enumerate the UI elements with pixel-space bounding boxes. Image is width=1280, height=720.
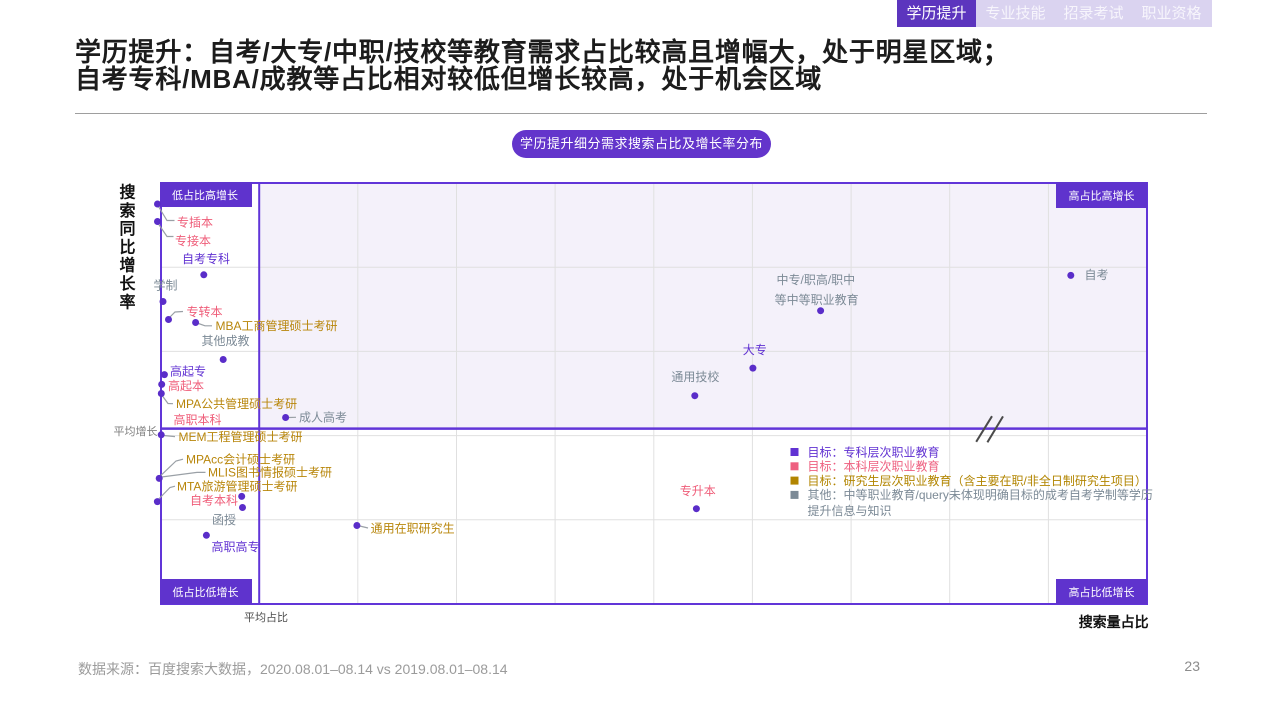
svg-text:高占比高增长: 高占比高增长 [1069, 189, 1135, 203]
svg-text:搜: 搜 [119, 184, 136, 202]
svg-text:增: 增 [119, 256, 135, 275]
svg-text:自考专科: 自考专科 [182, 251, 230, 266]
svg-text:目标：专科层次职业教育: 目标：专科层次职业教育 [808, 444, 940, 459]
svg-text:通用技校: 通用技校 [671, 369, 719, 384]
svg-text:平均占比: 平均占比 [244, 610, 288, 624]
svg-text:MTA旅游管理硕士考研: MTA旅游管理硕士考研 [177, 479, 297, 494]
svg-text:专转本: 专转本 [187, 304, 223, 319]
svg-text:大专: 大专 [743, 342, 767, 357]
svg-text:专插本: 专插本 [177, 214, 213, 229]
svg-text:MLIS图书情报硕士考研: MLIS图书情报硕士考研 [208, 465, 332, 480]
svg-text:MPA公共管理硕士考研: MPA公共管理硕士考研 [176, 396, 297, 411]
svg-text:率: 率 [119, 292, 135, 311]
svg-text:比: 比 [119, 238, 135, 256]
svg-text:专升本: 专升本 [680, 483, 716, 498]
svg-text:低占比高增长: 低占比高增长 [172, 188, 238, 202]
svg-text:成人高考: 成人高考 [299, 409, 347, 424]
svg-text:目标：本科层次职业教育: 目标：本科层次职业教育 [808, 459, 940, 474]
svg-text:MPAcc会计硕士考研: MPAcc会计硕士考研 [186, 453, 295, 467]
svg-text:通用在职研究生: 通用在职研究生 [371, 521, 455, 536]
svg-text:长: 长 [119, 274, 136, 293]
svg-text:索: 索 [119, 201, 135, 220]
svg-text:MBA工商管理硕士考研: MBA工商管理硕士考研 [216, 318, 338, 333]
svg-text:平均增长: 平均增长 [114, 424, 158, 438]
svg-text:学制: 学制 [154, 277, 178, 292]
svg-text:高占比低增长: 高占比低增长 [1069, 585, 1135, 599]
svg-text:其他成教: 其他成教 [202, 333, 250, 348]
svg-text:专接本: 专接本 [175, 233, 211, 248]
svg-text:自考: 自考 [1085, 268, 1109, 282]
svg-text:高起专: 高起专 [170, 364, 206, 379]
svg-text:低占比低增长: 低占比低增长 [173, 585, 239, 599]
svg-text:MEM工程管理硕士考研: MEM工程管理硕士考研 [179, 429, 303, 444]
svg-text:高职本科: 高职本科 [174, 412, 222, 427]
svg-text:等中等职业教育: 等中等职业教育 [775, 292, 859, 307]
svg-text:高职高专: 高职高专 [212, 539, 260, 554]
svg-text:提升信息与知识: 提升信息与知识 [808, 503, 892, 518]
svg-text:目标：研究生层次职业教育（含主要在职/非全日制研究生项目）: 目标：研究生层次职业教育（含主要在职/非全日制研究生项目） [808, 473, 1147, 488]
svg-text:自考本科: 自考本科 [190, 494, 238, 508]
svg-text:同: 同 [119, 220, 135, 238]
svg-text:中专/职高/职中: 中专/职高/职中 [777, 272, 856, 287]
svg-text:函授: 函授 [212, 512, 236, 527]
svg-text:搜索量占比: 搜索量占比 [1079, 614, 1149, 630]
svg-text:高起本: 高起本 [168, 378, 204, 393]
svg-text:其他：中等职业教育/query未体现明确目标的成考自考学制等: 其他：中等职业教育/query未体现明确目标的成考自考学制等学历 [808, 487, 1153, 502]
